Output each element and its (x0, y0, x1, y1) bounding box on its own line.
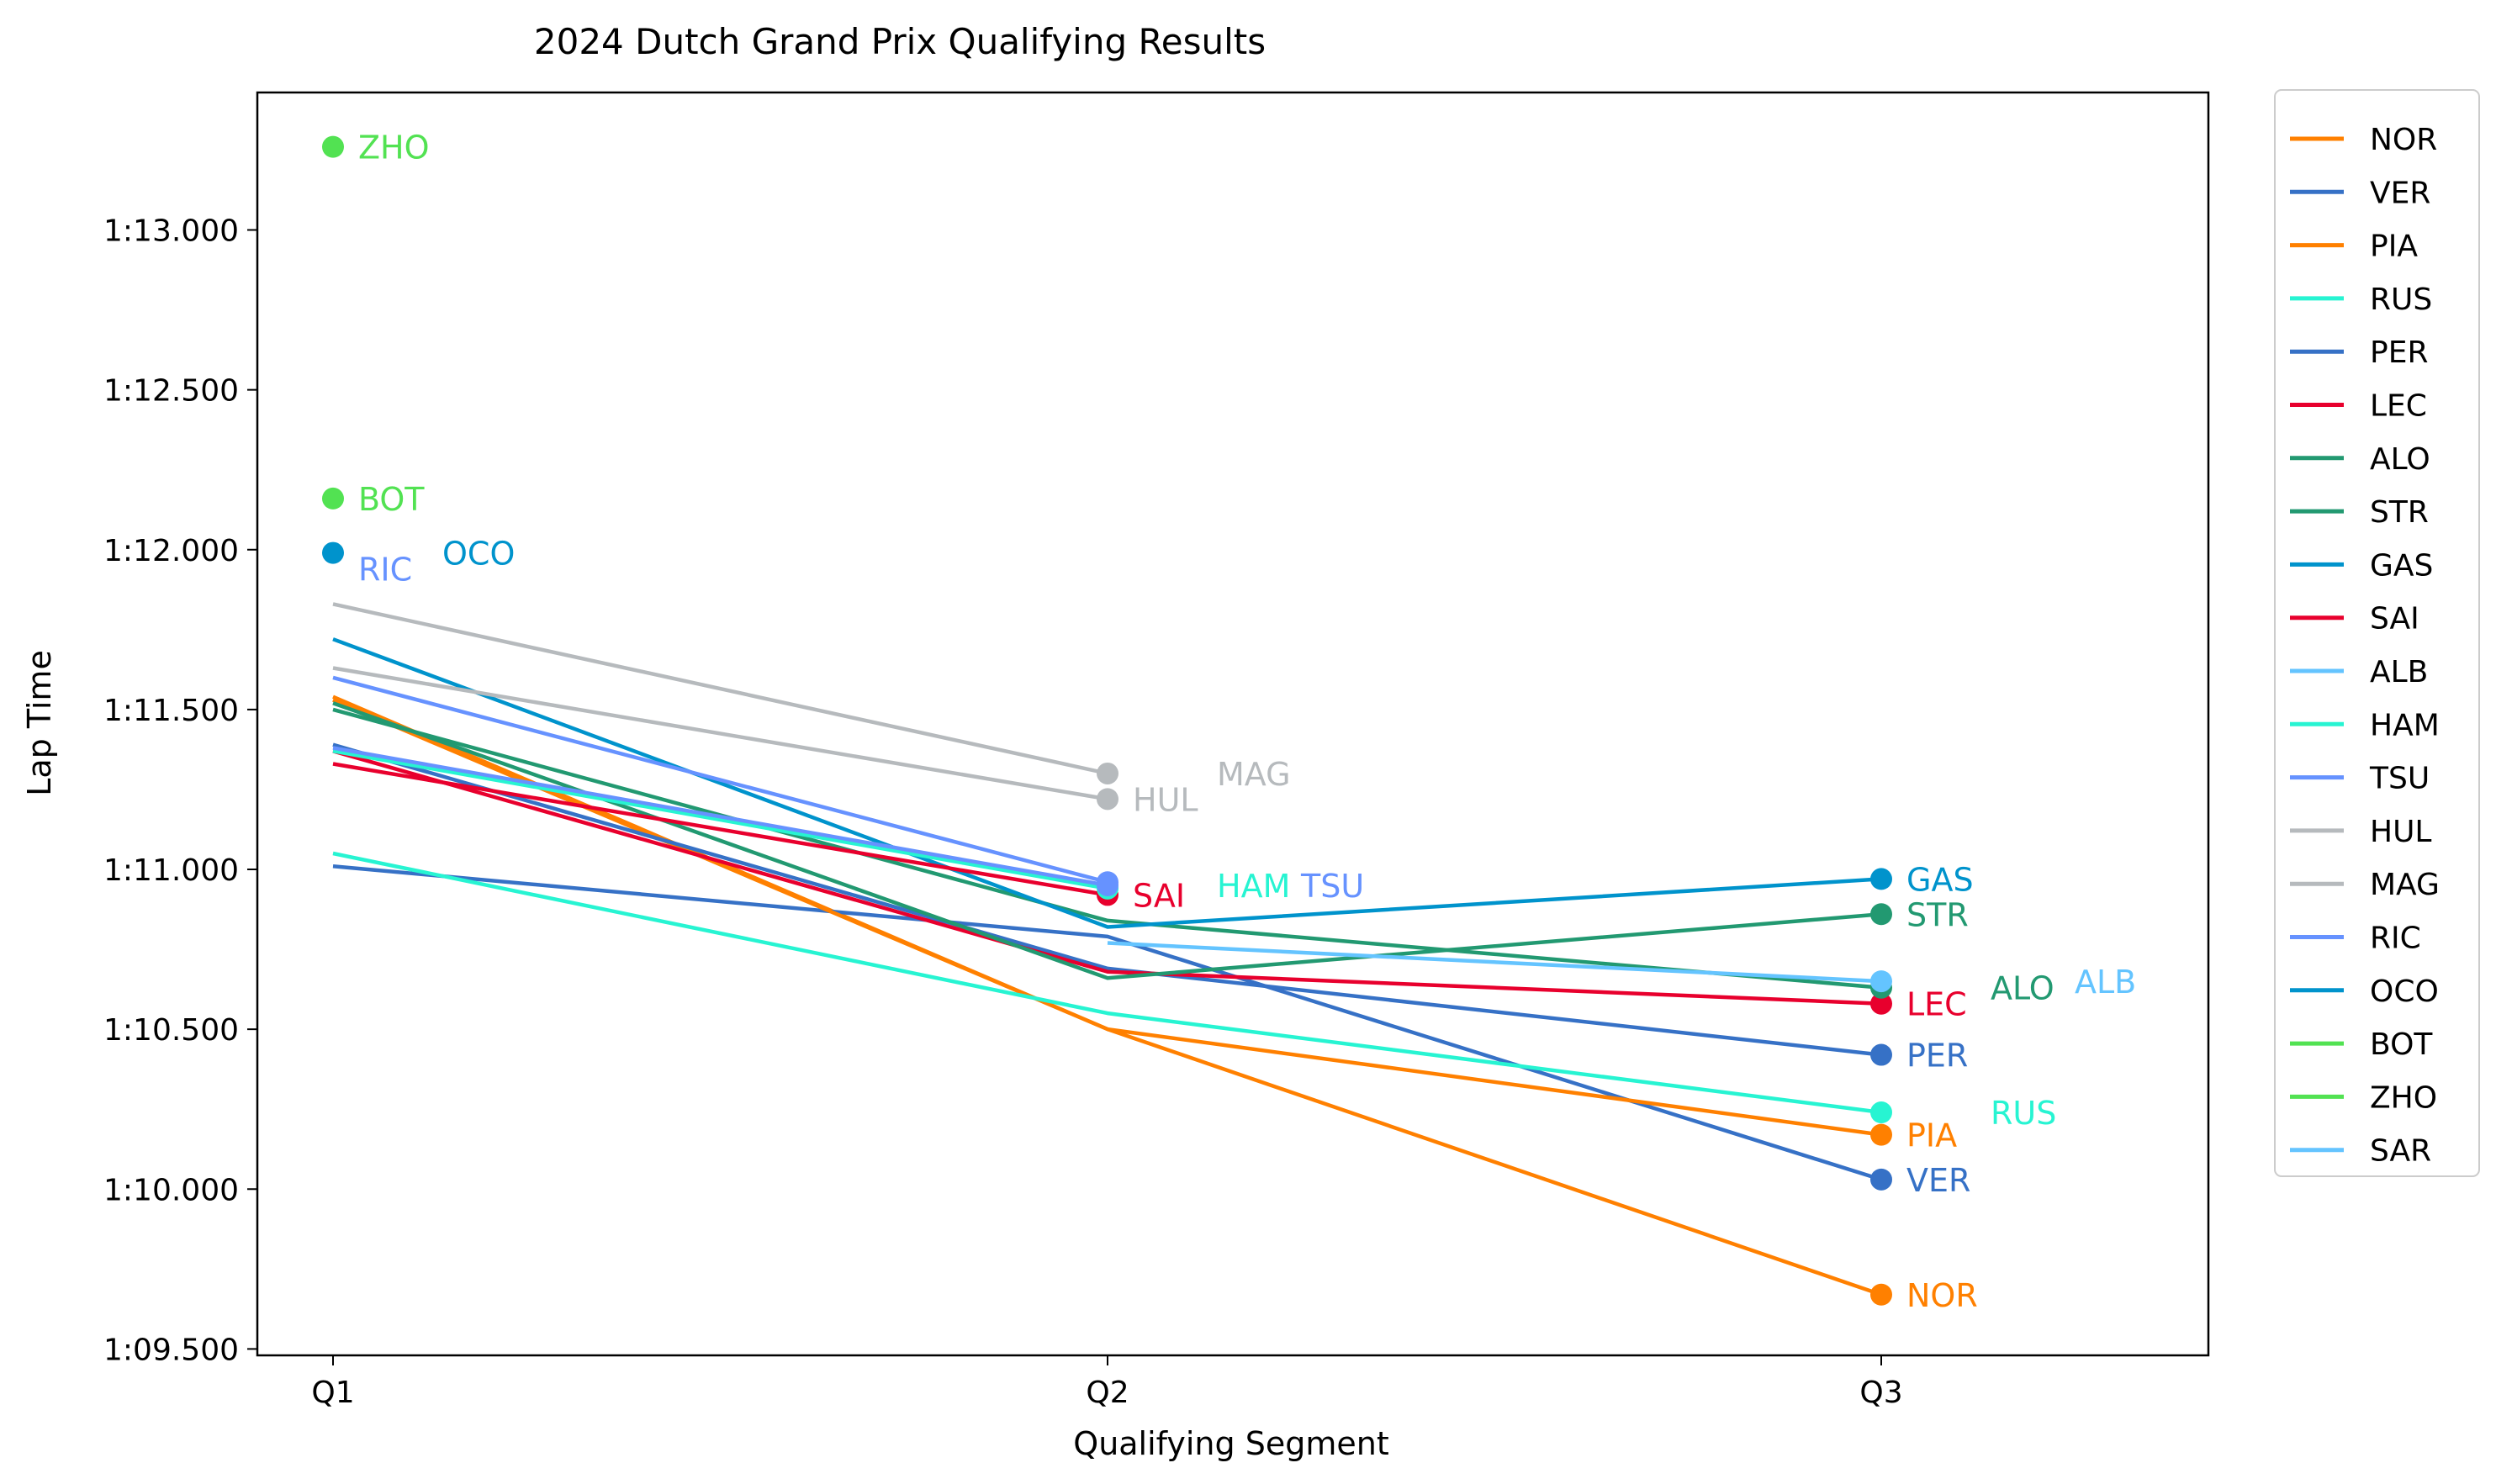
y-tick-label: 1:13.000 (103, 214, 239, 249)
series-marker-ric (1097, 871, 1118, 894)
legend-label-alo: ALO (2370, 442, 2430, 477)
y-axis-label: Lap Time (21, 650, 58, 796)
legend-label-bot: BOT (2370, 1027, 2433, 1062)
y-tick-label: 1:12.500 (103, 374, 239, 409)
point-label-per: PER (1906, 1038, 1968, 1075)
y-tick-label: 1:11.500 (103, 694, 239, 728)
y-tick-label: 1:10.000 (103, 1173, 239, 1207)
y-tick-label: 1:11.000 (103, 853, 239, 888)
legend-label-zho: ZHO (2370, 1080, 2437, 1115)
series-marker-alb (1870, 970, 1892, 993)
legend-label-ric: RIC (2370, 922, 2421, 956)
y-tick-label: 1:12.000 (103, 534, 239, 568)
point-label-tsu: TSU (1300, 868, 1364, 905)
point-label-zho: ZHO (358, 129, 430, 166)
series-marker-lec (1870, 992, 1892, 1015)
plot-frame (256, 91, 2210, 1357)
x-tick-label: Q3 (1859, 1376, 1902, 1410)
plot-area: 1:09.500 1:10.000 1:10.500 1:11.000 1:11.500… (103, 91, 2210, 1410)
x-axis-label: Qualifying Segment (1073, 1425, 1388, 1462)
point-label-nor: NOR (1906, 1277, 1978, 1314)
x-tick-label: Q2 (1086, 1376, 1129, 1410)
series-line-sai (332, 762, 1108, 897)
series-marker-gas (1870, 868, 1892, 890)
legend-label-str: STR (2370, 495, 2429, 530)
legend-label-mag: MAG (2370, 868, 2440, 902)
series-line-per (332, 742, 1882, 1057)
point-label-str: STR (1906, 896, 1969, 933)
series-line-mag (332, 602, 1108, 776)
point-label-sai: SAI (1133, 877, 1185, 914)
point-label-hul: HUL (1133, 781, 1198, 818)
chart-title: 2024 Dutch Grand Prix Qualifying Results (534, 21, 1266, 62)
series-line-alb (1107, 941, 1882, 984)
series-marker-rus (1870, 1101, 1892, 1124)
series-line-hul (332, 666, 1108, 801)
series-marker-str (1870, 903, 1892, 926)
series-line-pia (332, 698, 1882, 1137)
legend-label-oco: OCO (2370, 974, 2439, 1009)
legend-frame (2274, 89, 2480, 1177)
legend-label-alb: ALB (2370, 655, 2428, 689)
series-marker-zho (322, 135, 344, 158)
point-label-mag: MAG (1217, 756, 1291, 793)
legend-label-gas: GAS (2370, 548, 2433, 583)
series-line-gas (332, 637, 1882, 929)
legend-label-rus: RUS (2370, 283, 2432, 317)
series-line-lec (332, 749, 1882, 1006)
y-tick-label: 1:10.500 (103, 1013, 239, 1048)
series-line-ver (332, 863, 1882, 1182)
series-marker-pia (1870, 1123, 1892, 1146)
point-label-alo: ALO (1991, 970, 2054, 1007)
legend-label-per: PER (2370, 335, 2428, 370)
legend-label-sai: SAI (2370, 602, 2419, 636)
legend-label-pia: PIA (2370, 230, 2418, 264)
series-marker-mag (1097, 762, 1118, 784)
point-label-oco: OCO (442, 536, 515, 573)
series-line-alo (332, 707, 1882, 990)
series-line-rus (332, 851, 1882, 1115)
point-label-ric: RIC (358, 552, 412, 589)
legend-label-tsu: TSU (2369, 762, 2430, 796)
point-label-bot: BOT (358, 481, 425, 518)
legend-label-hul: HUL (2370, 815, 2431, 849)
point-label-rus: RUS (1991, 1095, 2056, 1132)
legend-label-sar: SAR (2370, 1134, 2431, 1169)
legend-label-ver: VER (2370, 176, 2430, 210)
legend-label-lec: LEC (2370, 389, 2427, 424)
legend-label-nor: NOR (2370, 123, 2437, 157)
point-label-alb: ALB (2075, 964, 2136, 1001)
legend-label-ham: HAM (2370, 708, 2440, 742)
series-marker-bot (322, 487, 344, 510)
legend: NOR VER PIA RUS PER LEC ALO STR GAS SAI ALB HAM TSU H… (2274, 89, 2480, 1177)
point-label-ham: HAM (1217, 868, 1290, 905)
series-line-ham (332, 749, 1108, 891)
series-marker-per (1870, 1043, 1892, 1066)
point-label-lec: LEC (1906, 986, 1967, 1023)
point-label-pia: PIA (1906, 1117, 1957, 1154)
series-line-tsu (332, 746, 1108, 888)
series-marker-ver (1870, 1168, 1892, 1191)
point-label-gas: GAS (1906, 861, 1974, 898)
y-tick-label: 1:09.500 (103, 1333, 239, 1367)
point-label-ver: VER (1906, 1162, 1970, 1199)
series-line-ric (332, 675, 1108, 885)
series-marker-oco (322, 541, 344, 564)
series-marker-hul (1097, 788, 1118, 811)
x-tick-label: Q1 (311, 1376, 354, 1410)
series-marker-nor (1870, 1283, 1892, 1306)
